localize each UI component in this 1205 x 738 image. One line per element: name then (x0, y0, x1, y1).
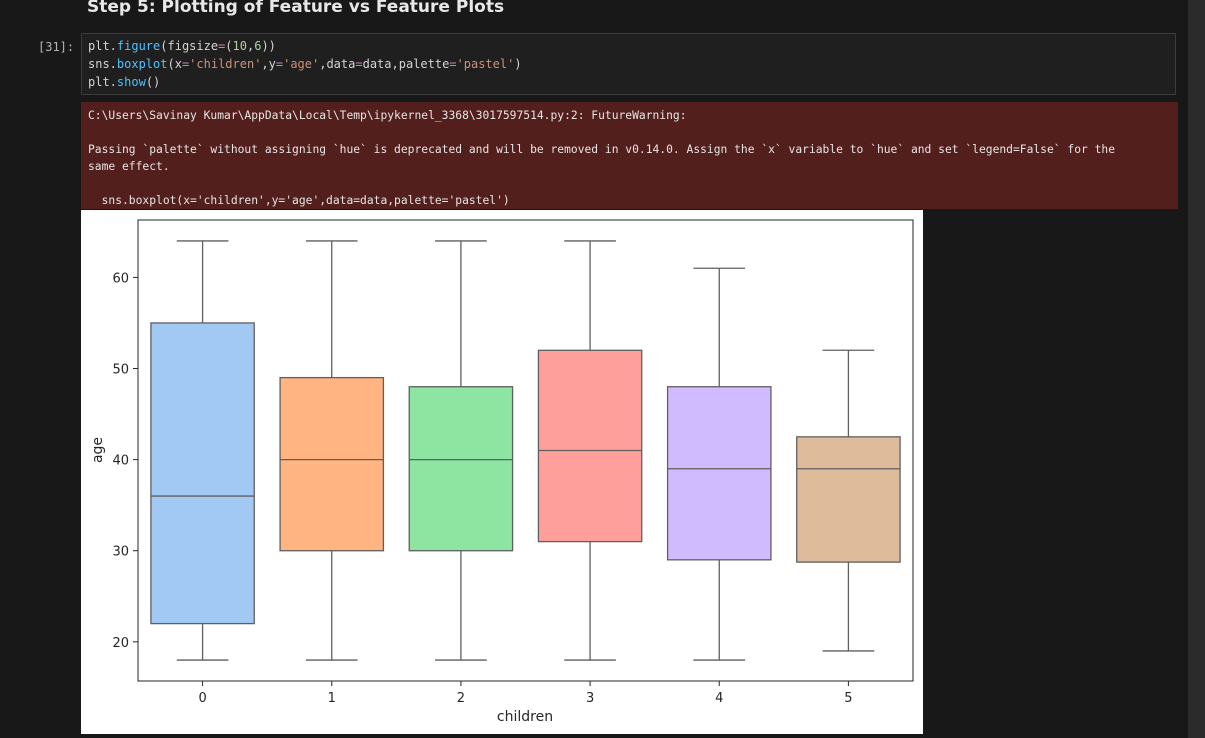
code-line-2[interactable]: sns.boxplot(x='children',y='age',data=da… (88, 57, 522, 71)
iqr-box-1 (279, 376, 385, 552)
x-tick-label-5: 5 (844, 691, 852, 706)
box-group-0 (150, 240, 255, 661)
section-heading: Step 5: Plotting of Feature vs Feature P… (87, 0, 505, 17)
box-group-5 (796, 349, 901, 652)
box-group-1 (279, 240, 385, 661)
warning-path-line: C:\Users\Savinay Kumar\AppData\Local\Tem… (88, 109, 687, 122)
vertical-scrollbar[interactable] (1188, 0, 1205, 738)
box-group-3 (537, 240, 643, 661)
iqr-box-4 (666, 386, 772, 561)
boxes-layer (150, 240, 901, 661)
y-tick-label-30: 30 (112, 545, 129, 560)
code-line-1[interactable]: plt.figure(figsize=(10,6)) (88, 39, 276, 53)
warning-message-line-1: Passing `palette` without assigning `hue… (88, 143, 1115, 156)
x-axis-label: children (497, 709, 553, 725)
box-group-2 (408, 240, 514, 661)
cell-execution-count: [31]: (38, 40, 75, 54)
y-tick-label-40: 40 (112, 454, 129, 469)
x-tick-label-4: 4 (715, 691, 723, 706)
x-tick-label-3: 3 (586, 691, 594, 706)
x-tick-label-1: 1 (328, 691, 336, 706)
ticks-layer: 20 30 40 50 60 0 1 2 3 4 5 (112, 271, 852, 706)
boxplot-chart: 20 30 40 50 60 0 1 2 3 4 5 children age (90, 219, 914, 725)
boxplot-figure: 20 30 40 50 60 0 1 2 3 4 5 children age (81, 210, 923, 734)
warning-source-line: sns.boxplot(x='children',y='age',data=da… (88, 194, 510, 207)
code-cell[interactable]: plt.figure(figsize=(10,6)) sns.boxplot(x… (81, 33, 1176, 95)
x-tick-label-2: 2 (457, 691, 465, 706)
warning-message-line-2: same effect. (88, 160, 170, 173)
future-warning-output: C:\Users\Savinay Kumar\AppData\Local\Tem… (81, 102, 1178, 209)
code-line-3[interactable]: plt.show() (88, 75, 161, 89)
x-tick-label-0: 0 (198, 691, 206, 706)
iqr-box-3 (537, 349, 643, 543)
y-axis-label: age (90, 437, 106, 463)
y-tick-label-60: 60 (112, 271, 129, 286)
iqr-box-2 (408, 386, 514, 552)
iqr-box-0 (150, 322, 255, 625)
axes-frame (137, 219, 914, 682)
y-tick-label-50: 50 (112, 363, 129, 378)
box-group-4 (666, 267, 772, 661)
y-tick-label-20: 20 (112, 636, 129, 651)
iqr-box-5 (796, 436, 901, 563)
